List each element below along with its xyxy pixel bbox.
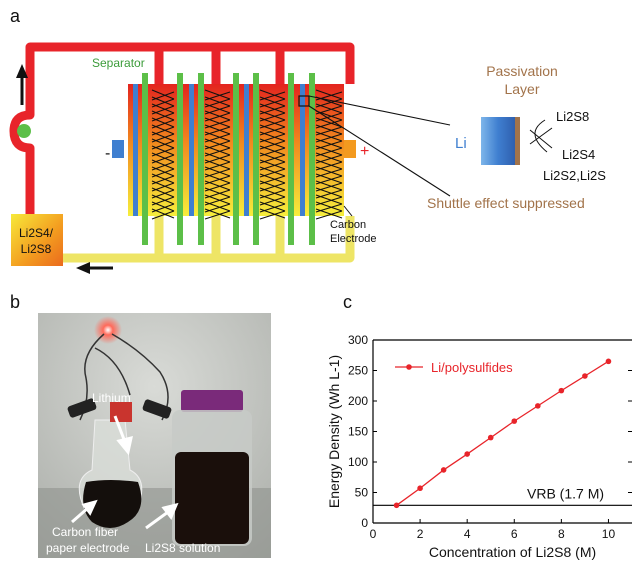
x-tick-label: 2 [417,527,424,541]
energy-density-chart: 0 50 100 150 200 250 300 0 2 4 6 8 10 Concentration o… [326,333,632,560]
panel-letter-c: c [343,292,352,312]
current-collector [189,84,194,216]
separator-strip [233,73,239,245]
panel-letter-a: a [10,6,21,26]
jar-lid [181,390,243,412]
yellow-return-line [62,216,355,263]
passivation-label-line1: Passivation [486,63,558,79]
species-li2s2-li2s: Li2S2,Li2S [543,168,606,183]
data-point [582,373,588,379]
y-tick-label: 200 [348,394,368,408]
flask-solution [83,480,142,528]
separator-strip [309,73,315,245]
data-point [487,434,494,441]
negative-terminal [112,140,124,158]
lithium-label: Lithium [92,391,131,405]
separator-strip [198,73,204,245]
photo-arrows [71,415,179,530]
data-point [558,387,565,394]
carbon-fiber-label-line1: Carbon fiber [52,525,118,539]
y-tick-label: 300 [348,333,368,347]
alligator-clip-left [67,398,97,418]
separator-strip [177,73,183,245]
alligator-clip-right [142,399,172,419]
minus-sign: - [105,145,110,162]
y-tick-label: 150 [348,425,368,439]
shuttle-effect-text: Shuttle effect suppressed [427,195,585,211]
carbon-fiber [315,208,343,220]
passivation-layer [515,117,520,165]
electrolyte-tank [11,214,63,266]
vrb-reference-label: VRB (1.7 M) [527,485,604,501]
carbon-fiber-label-line2: paper electrode [46,541,130,555]
separator-strip [142,73,148,245]
separator-strip [253,73,259,245]
flow-up-arrow-icon [16,64,28,105]
current-collector [133,84,138,216]
jar-solution [175,452,249,544]
legend-marker [406,364,412,370]
zoom-box [298,95,310,107]
species-li2s4: Li2S4 [562,147,595,162]
data-point [511,418,518,424]
x-tick-label: 0 [370,527,377,541]
blocked-reaction-arrows-icon [529,119,553,153]
panel-letter-b: b [10,292,20,312]
x-tick-label: 4 [464,527,471,541]
y-tick-label: 250 [348,364,368,378]
y-axis-label: Energy Density (Wh L-1) [326,355,342,508]
x-tick-label: 10 [602,527,616,541]
tank-label-line2: Li2S8 [21,242,52,256]
species-li2s8: Li2S8 [556,109,589,124]
data-point [464,451,470,457]
flask-stopper [110,402,132,422]
x-tick-label: 6 [511,527,518,541]
panel-a: a Li2S4/ Li2S8 [9,6,606,274]
current-collector [244,84,249,216]
passivation-label-line2: Layer [504,81,539,97]
carbon-label-leader [343,205,353,217]
tank-label-line1: Li2S4/ [19,226,54,240]
carbon-label-line1: Carbon [330,219,366,231]
data-point [605,358,612,365]
solution-label: Li2S8 solution [145,541,220,555]
flow-left-arrow-icon [76,262,113,274]
panel-c: c 0 50 100 150 200 250 300 0 2 4 6 8 10 Concentration… [326,292,632,560]
data-point [440,467,447,473]
pump-icon [17,124,31,138]
legend-label: Li/polysulfides [431,360,513,375]
panel-b: b Lithium Carbon fiber [10,292,271,558]
y-tick-label: 100 [348,455,368,469]
x-tick-label: 8 [558,527,565,541]
x-axis-label: Concentration of Li2S8 (M) [429,544,596,560]
data-point [393,502,400,509]
current-collector [300,84,305,216]
carbon-fiber [151,208,175,220]
li-electrode [481,117,515,165]
data-point [417,485,423,492]
li-label: Li [455,135,467,152]
carbon-fiber [204,208,231,220]
carbon-fiber [259,208,286,220]
separator-label: Separator [92,56,145,70]
y-tick-label: 0 [361,516,368,530]
red-flow-line [9,42,355,214]
positive-terminal [344,140,356,158]
carbon-fibers [151,89,343,220]
y-tick-label: 50 [355,486,369,500]
cell-stack [112,73,356,245]
carbon-label-line2: Electrode [330,233,376,245]
plus-sign: + [360,143,369,160]
separator-strip [288,73,294,245]
separators [133,73,315,245]
data-point [535,403,541,409]
series-line-li-polysulfides [396,360,609,506]
zoom-line-bottom [308,105,451,197]
zoom-line-top [308,95,451,126]
